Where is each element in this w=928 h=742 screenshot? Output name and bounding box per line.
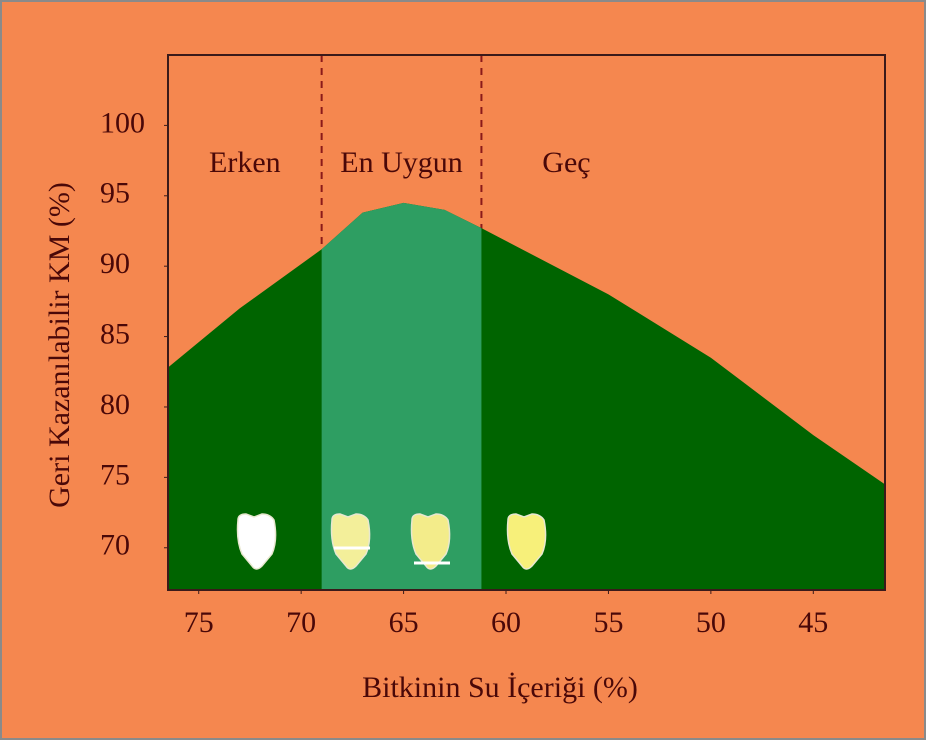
y-axis-label: Geri Kazanılabilir KM (%) — [43, 182, 76, 508]
x-tick-label: 60 — [491, 606, 521, 639]
chart: 75 70 65 60 55 50 45 70 75 80 85 90 95 100 Erken En Uyg… — [0, 0, 928, 742]
x-tick-label: 70 — [286, 606, 316, 639]
y-tick-label: 95 — [100, 177, 130, 210]
y-tick-label: 70 — [100, 529, 130, 562]
x-tick-label: 45 — [798, 606, 828, 639]
zone-label: Erken — [209, 146, 281, 179]
y-tick-label: 85 — [100, 317, 130, 350]
zone-label: En Uygun — [340, 146, 463, 179]
x-tick-label: 75 — [184, 606, 214, 639]
y-tick-label: 75 — [100, 458, 130, 491]
y-tick-label: 90 — [100, 247, 130, 280]
x-tick-label: 65 — [389, 606, 419, 639]
y-tick-label: 100 — [100, 106, 145, 139]
y-tick-label: 80 — [100, 388, 130, 421]
x-axis-label: Bitkinin Su İçeriği (%) — [362, 671, 638, 704]
x-tick-label: 50 — [696, 606, 726, 639]
x-tick-label: 55 — [593, 606, 623, 639]
zone-label: Geç — [542, 146, 590, 179]
